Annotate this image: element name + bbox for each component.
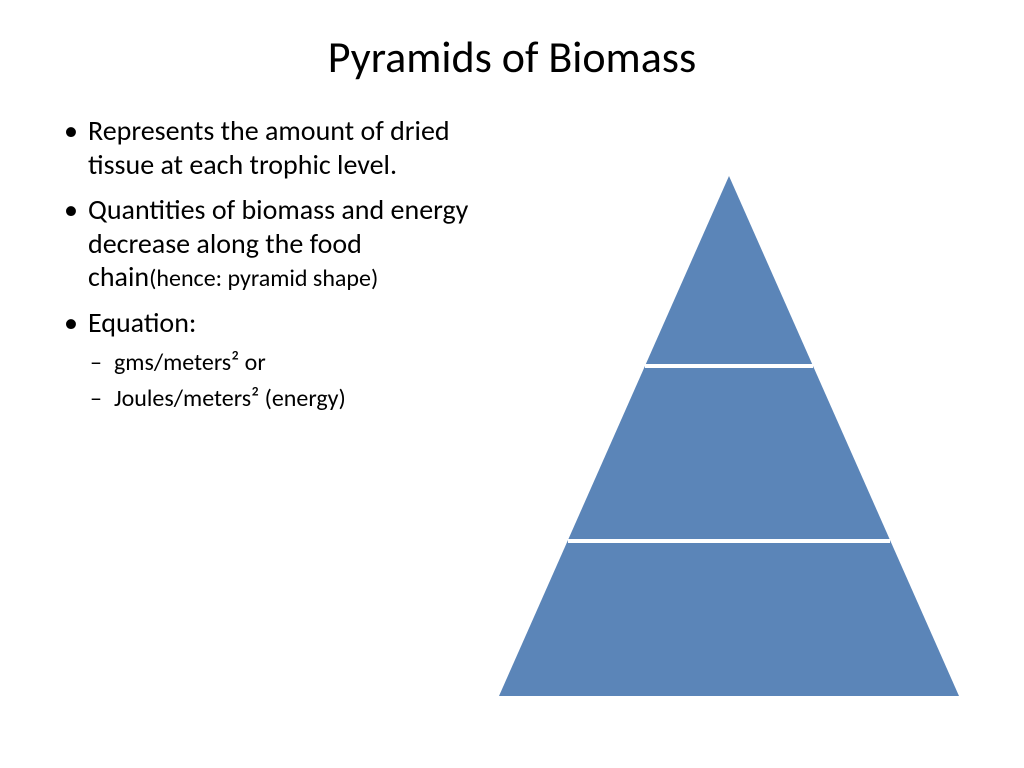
bullet-2-note: (hence: pyramid shape): [149, 264, 378, 293]
bullet-2: Quantities of biomass and energy decreas…: [60, 193, 484, 294]
text-column: Represents the amount of dried tissue at…: [60, 114, 494, 738]
sub-bullet-1: gms/meters² or: [88, 348, 484, 378]
slide-container: Pyramids of Biomass Represents the amoun…: [0, 0, 1024, 768]
slide-title: Pyramids of Biomass: [60, 30, 964, 84]
bullet-list: Represents the amount of dried tissue at…: [60, 114, 484, 414]
bullet-3: Equation: gms/meters² or Joules/meters² …: [60, 306, 484, 414]
diagram-column: [494, 114, 964, 738]
sub-bullet-list: gms/meters² or Joules/meters² (energy): [88, 348, 484, 414]
pyramid-diagram: [499, 176, 959, 696]
bullet-1: Represents the amount of dried tissue at…: [60, 114, 484, 181]
content-row: Represents the amount of dried tissue at…: [60, 114, 964, 738]
bullet-3-text: Equation:: [88, 305, 196, 340]
sub-bullet-2: Joules/meters² (energy): [88, 384, 484, 414]
pyramid-triangle: [499, 176, 959, 696]
